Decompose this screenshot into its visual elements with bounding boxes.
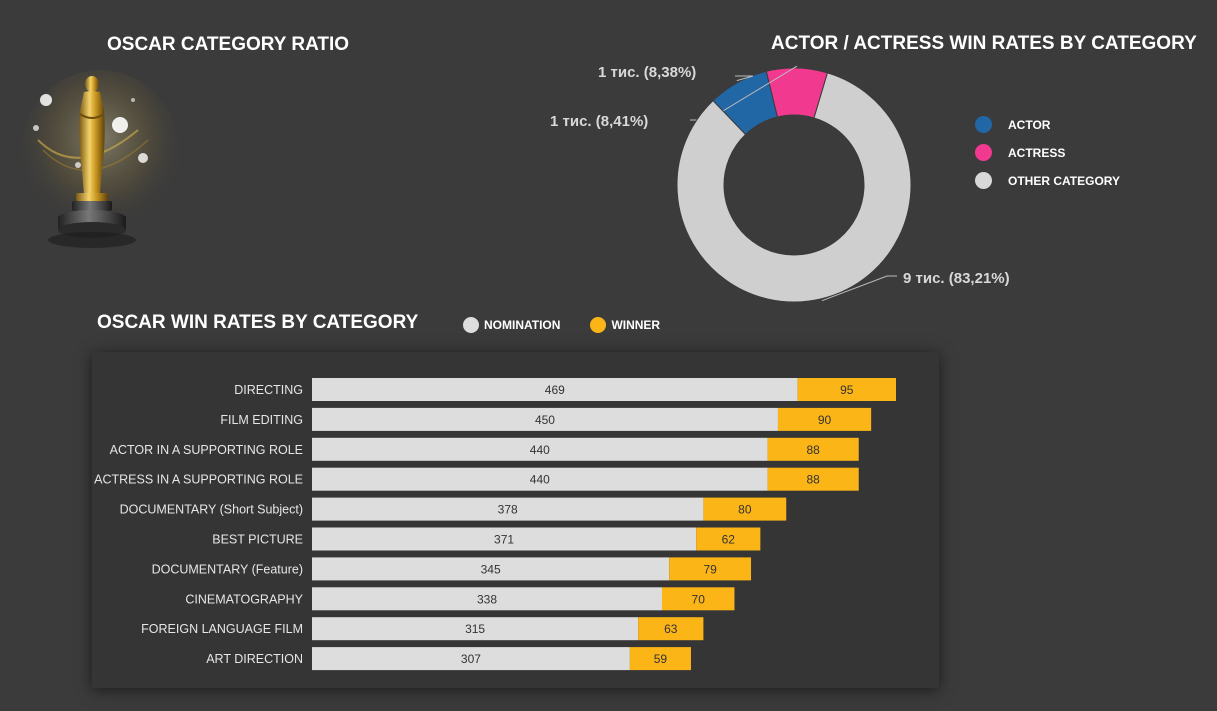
legend-swatch-winner [590,317,607,333]
donut-leader-line-actor [735,75,754,82]
legend-label-other-category: OTHER CATEGORY [1008,173,1121,188]
bar-nomination[interactable] [312,557,670,581]
bar-row-film-editing[interactable]: FILM EDITING 450 90 [220,407,872,431]
bar-nomination[interactable] [312,467,768,491]
bar-winner-value: 88 [806,443,820,457]
donut-leader-line-other-category [821,275,897,302]
category-label: ACTOR IN A SUPPORTING ROLE [110,443,303,457]
legend-item-actor[interactable]: ACTOR [975,110,1120,139]
bar-nomination-value: 338 [477,592,497,606]
legend-label-actress: ACTRESS [1008,145,1066,160]
bar-nomination-value: 315 [465,622,485,636]
bar-winner-value: 70 [692,592,706,606]
category-label: ACTRESS IN A SUPPORTING ROLE [94,473,303,487]
legend-label-actor: ACTOR [1008,117,1051,132]
category-label: CINEMATOGRAPHY [185,592,303,606]
donut-data-label-actor: 1 тис. (8,38%) [598,64,696,81]
legend-item-winner[interactable]: WINNER [590,317,660,333]
bar-winner-value: 80 [738,503,752,517]
stacked-bar-chart: DIRECTING 469 95 FILM EDITING 450 90 ACTOR IN … [94,378,896,671]
donut-slice-other-category[interactable] [676,72,912,303]
bar-row-art-direction[interactable]: ART DIRECTION 307 59 [206,647,691,671]
donut-chart: 1 тис. (8,38%) 1 тис. (8,41%) 9 тис. (83,2… [550,64,1010,303]
bar-winner[interactable] [703,497,787,521]
bar-winner[interactable] [661,587,735,611]
category-label: DOCUMENTARY (Feature) [152,562,303,576]
bar-nomination-value: 345 [481,562,501,576]
legend-item-actress[interactable]: ACTRESS [975,139,1120,166]
bar-nomination-value: 378 [498,503,518,517]
bar-winner-value: 62 [722,533,736,547]
bar-row-directing[interactable]: DIRECTING 469 95 [234,378,896,401]
bar-row-foreign-language-film[interactable]: FOREIGN LANGUAGE FILM 315 63 [141,617,704,641]
bar-nomination-value: 450 [535,413,555,427]
bar-row-actor-in-a-supporting-role[interactable]: ACTOR IN A SUPPORTING ROLE 440 88 [110,437,859,461]
bar-nomination[interactable] [312,378,798,401]
bar-legend: NOMINATION WINNER [463,317,690,333]
bar-nomination[interactable] [312,527,697,551]
bar-nomination-value: 307 [461,652,481,666]
category-label: ART DIRECTION [206,652,303,666]
category-label: BEST PICTURE [212,533,303,547]
bar-nomination[interactable] [312,617,639,641]
bar-nomination-value: 440 [530,443,550,457]
donut-data-label-other-category: 9 тис. (83,21%) [903,270,1010,287]
bar-nomination[interactable] [312,647,630,671]
legend-swatch-actress [975,144,992,161]
legend-swatch-actor [975,116,992,133]
bar-winner-value: 95 [840,383,854,397]
legend-label-winner: WINNER [611,318,661,332]
bar-winner-value: 79 [703,562,717,576]
donut-legend: ACTOR ACTRESS OTHER CATEGORY [975,110,1120,195]
bar-row-actress-in-a-supporting-role[interactable]: ACTRESS IN A SUPPORTING ROLE 440 88 [94,467,859,491]
legend-item-nomination[interactable]: NOMINATION [463,317,560,333]
bar-winner[interactable] [696,527,761,551]
bar-winner-value: 90 [818,413,832,427]
bar-row-documentary-short-subject[interactable]: DOCUMENTARY (Short Subject) 378 80 [120,497,787,521]
bar-nomination[interactable] [312,587,662,611]
oscar-statuette-icon [20,70,180,248]
bar-chart-panel: DIRECTING 469 95 FILM EDITING 450 90 ACTOR IN … [92,352,939,688]
donut-data-label-actress: 1 тис. (8,41%) [550,113,648,130]
bar-chart-title: OSCAR WIN RATES BY CATEGORY [97,312,419,333]
bar-winner-value: 63 [664,622,678,636]
category-label: DOCUMENTARY (Short Subject) [120,503,303,517]
legend-label-nomination: NOMINATION [484,318,561,332]
bar-nomination-value: 440 [530,473,550,487]
bar-nomination-value: 371 [494,533,514,547]
legend-swatch-other-category [975,172,992,189]
bar-winner[interactable] [767,467,859,491]
bar-winner[interactable] [777,407,872,431]
bar-winner-value: 59 [654,652,668,666]
bar-winner-value: 88 [806,473,820,487]
bar-nomination[interactable] [312,497,704,521]
legend-swatch-nomination [463,317,479,333]
bar-nomination[interactable] [312,407,778,431]
bar-winner[interactable] [629,647,691,671]
bar-nomination-value: 469 [545,383,565,397]
category-label: FILM EDITING [220,413,303,427]
donut-chart-title: ACTOR / ACTRESS WIN RATES BY CATEGORY [771,33,1197,54]
bar-winner[interactable] [669,557,752,581]
oscar-category-ratio-title: OSCAR CATEGORY RATIO [107,34,350,55]
bar-row-documentary-feature[interactable]: DOCUMENTARY (Feature) 345 79 [152,557,752,581]
bar-winner[interactable] [797,378,896,401]
bar-winner[interactable] [638,617,704,641]
bar-winner[interactable] [767,437,859,461]
bar-row-cinematography[interactable]: CINEMATOGRAPHY 338 70 [185,587,735,611]
legend-item-other-category[interactable]: OTHER CATEGORY [975,166,1120,195]
bar-nomination[interactable] [312,437,768,461]
category-label: FOREIGN LANGUAGE FILM [141,622,303,636]
category-label: DIRECTING [234,383,303,397]
bar-row-best-picture[interactable]: BEST PICTURE 371 62 [212,527,761,551]
